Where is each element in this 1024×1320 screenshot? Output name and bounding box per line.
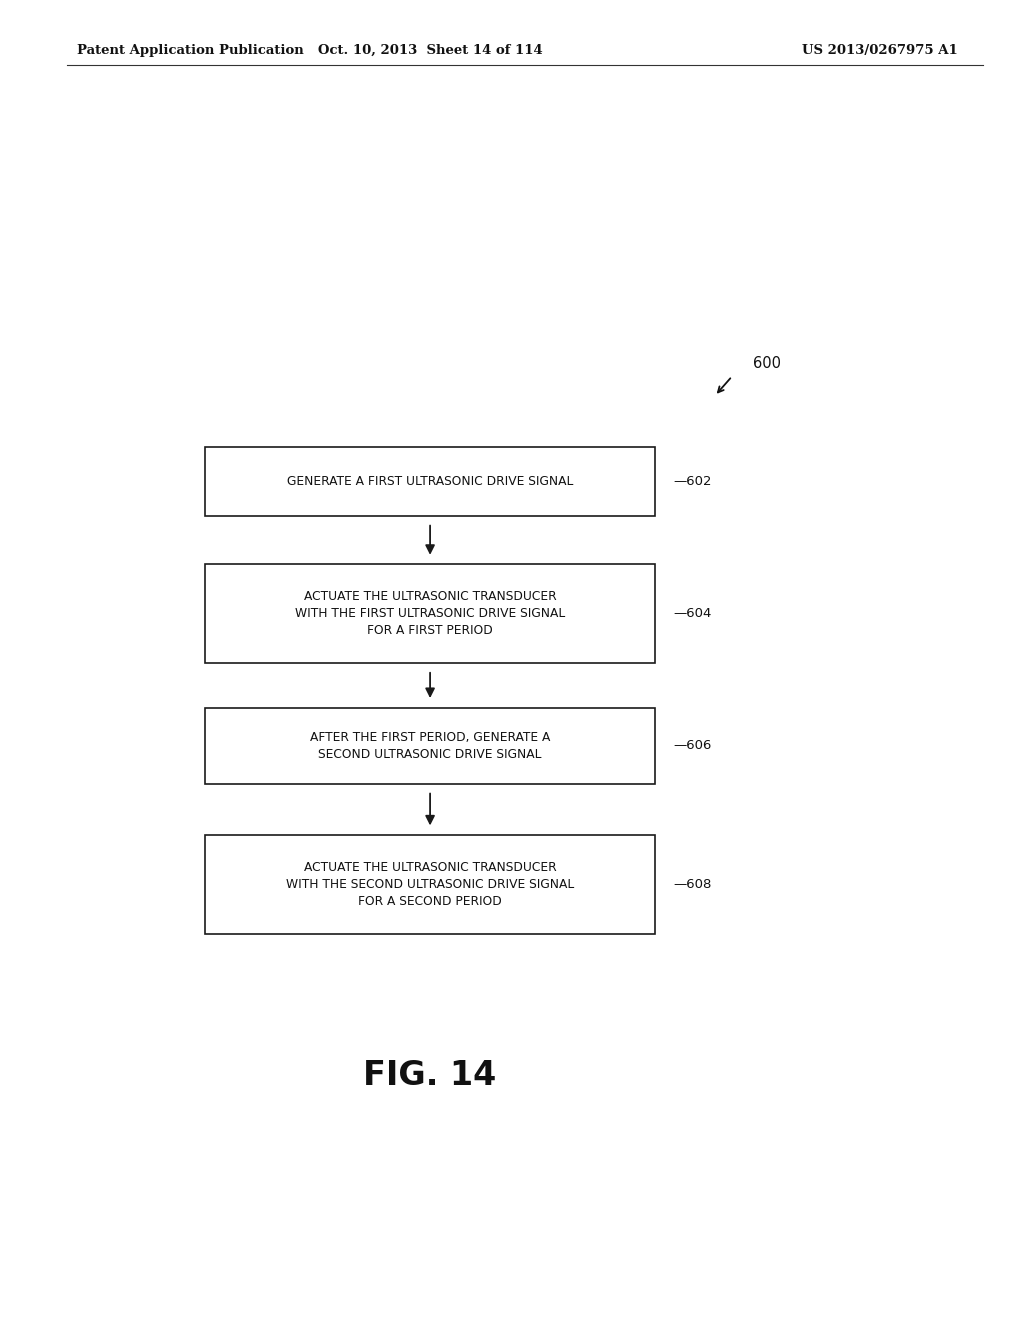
Text: 600: 600 [753, 355, 780, 371]
FancyBboxPatch shape [205, 565, 655, 663]
Text: ACTUATE THE ULTRASONIC TRANSDUCER
WITH THE SECOND ULTRASONIC DRIVE SIGNAL
FOR A : ACTUATE THE ULTRASONIC TRANSDUCER WITH T… [286, 861, 574, 908]
FancyBboxPatch shape [205, 834, 655, 935]
Text: FIG. 14: FIG. 14 [364, 1059, 497, 1093]
Text: ACTUATE THE ULTRASONIC TRANSDUCER
WITH THE FIRST ULTRASONIC DRIVE SIGNAL
FOR A F: ACTUATE THE ULTRASONIC TRANSDUCER WITH T… [295, 590, 565, 638]
Text: US 2013/0267975 A1: US 2013/0267975 A1 [802, 44, 957, 57]
Text: —604: —604 [674, 607, 712, 620]
Text: —606: —606 [674, 739, 712, 752]
FancyBboxPatch shape [205, 447, 655, 516]
Text: GENERATE A FIRST ULTRASONIC DRIVE SIGNAL: GENERATE A FIRST ULTRASONIC DRIVE SIGNAL [287, 475, 573, 488]
Text: —608: —608 [674, 878, 712, 891]
Text: Oct. 10, 2013  Sheet 14 of 114: Oct. 10, 2013 Sheet 14 of 114 [317, 44, 543, 57]
FancyBboxPatch shape [205, 708, 655, 784]
Text: AFTER THE FIRST PERIOD, GENERATE A
SECOND ULTRASONIC DRIVE SIGNAL: AFTER THE FIRST PERIOD, GENERATE A SECON… [310, 731, 550, 760]
Text: —602: —602 [674, 475, 713, 488]
Text: Patent Application Publication: Patent Application Publication [77, 44, 303, 57]
